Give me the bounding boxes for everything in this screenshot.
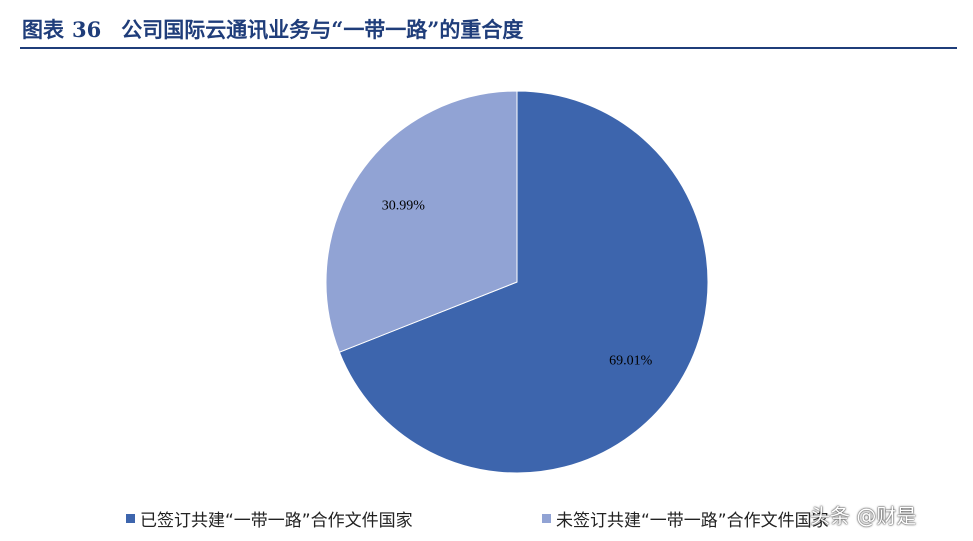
figure-label: 图表: [22, 17, 64, 42]
pie-label-signed: 69.01%: [609, 353, 653, 368]
legend-label-unsigned: 未签订共建“一带一路”合作文件国家: [556, 510, 829, 531]
chart-legend: 已签订共建“一带一路”合作文件国家 未签订共建“一带一路”合作文件国家: [126, 503, 956, 533]
watermark: 头条 @财是: [810, 504, 917, 528]
figure-number: 36: [72, 17, 102, 42]
legend-swatch-unsigned: [542, 513, 551, 523]
pie-labels: 69.01% 30.99%: [382, 199, 653, 369]
figure-title: 图表 36 公司国际云通讯业务与“一带一路”的重合度: [22, 14, 523, 44]
legend-swatch-signed: [126, 513, 135, 523]
legend-label-signed: 已签订共建“一带一路”合作文件国家: [140, 510, 413, 531]
legend-item-signed: 已签订共建“一带一路”合作文件国家: [126, 503, 413, 533]
legend-item-unsigned: 未签订共建“一带一路”合作文件国家: [542, 503, 829, 533]
title-divider: [20, 47, 957, 49]
pie-slices: [325, 90, 709, 474]
pie-slice-unsigned: [325, 90, 518, 353]
pie-slice-signed: [338, 90, 709, 474]
figure-title-text: 公司国际云通讯业务与“一带一路”的重合度: [121, 17, 524, 42]
pie-label-unsigned: 30.99%: [382, 199, 426, 214]
